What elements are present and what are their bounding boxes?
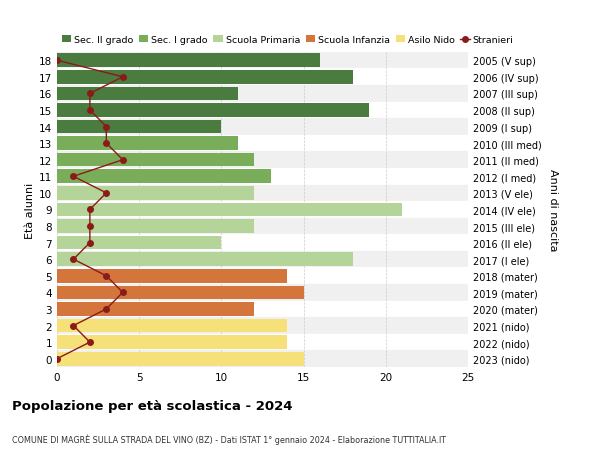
Bar: [57, 168, 468, 185]
Bar: [57, 86, 468, 102]
Bar: [57, 53, 468, 69]
Bar: [57, 286, 304, 300]
Bar: [57, 135, 468, 152]
Bar: [57, 252, 468, 268]
Bar: [57, 235, 468, 252]
Bar: [57, 236, 221, 250]
Bar: [57, 71, 353, 84]
Bar: [57, 154, 254, 167]
Text: Popolazione per età scolastica - 2024: Popolazione per età scolastica - 2024: [12, 399, 293, 412]
Bar: [57, 301, 468, 318]
Bar: [57, 302, 254, 316]
Bar: [57, 120, 221, 134]
Bar: [57, 318, 468, 334]
Bar: [57, 268, 468, 285]
Bar: [57, 54, 320, 68]
Bar: [57, 334, 468, 351]
Legend: Sec. II grado, Sec. I grado, Scuola Primaria, Scuola Infanzia, Asilo Nido, Stran: Sec. II grado, Sec. I grado, Scuola Prim…: [62, 36, 514, 45]
Bar: [57, 137, 238, 151]
Bar: [57, 336, 287, 349]
Bar: [57, 119, 468, 135]
Bar: [57, 285, 468, 301]
Bar: [57, 218, 468, 235]
Bar: [57, 185, 468, 202]
Bar: [57, 351, 468, 367]
Text: COMUNE DI MAGRÈ SULLA STRADA DEL VINO (BZ) - Dati ISTAT 1° gennaio 2024 - Elabor: COMUNE DI MAGRÈ SULLA STRADA DEL VINO (B…: [12, 434, 446, 444]
Bar: [57, 104, 370, 118]
Bar: [57, 202, 468, 218]
Bar: [57, 187, 254, 200]
Bar: [57, 170, 271, 184]
Y-axis label: Anni di nascita: Anni di nascita: [548, 169, 558, 251]
Bar: [57, 152, 468, 168]
Bar: [57, 87, 238, 101]
Bar: [57, 69, 468, 86]
Bar: [57, 253, 353, 266]
Bar: [57, 269, 287, 283]
Y-axis label: Età alunni: Età alunni: [25, 182, 35, 238]
Bar: [57, 352, 304, 366]
Bar: [57, 220, 254, 233]
Bar: [57, 319, 287, 333]
Bar: [57, 203, 402, 217]
Bar: [57, 102, 468, 119]
